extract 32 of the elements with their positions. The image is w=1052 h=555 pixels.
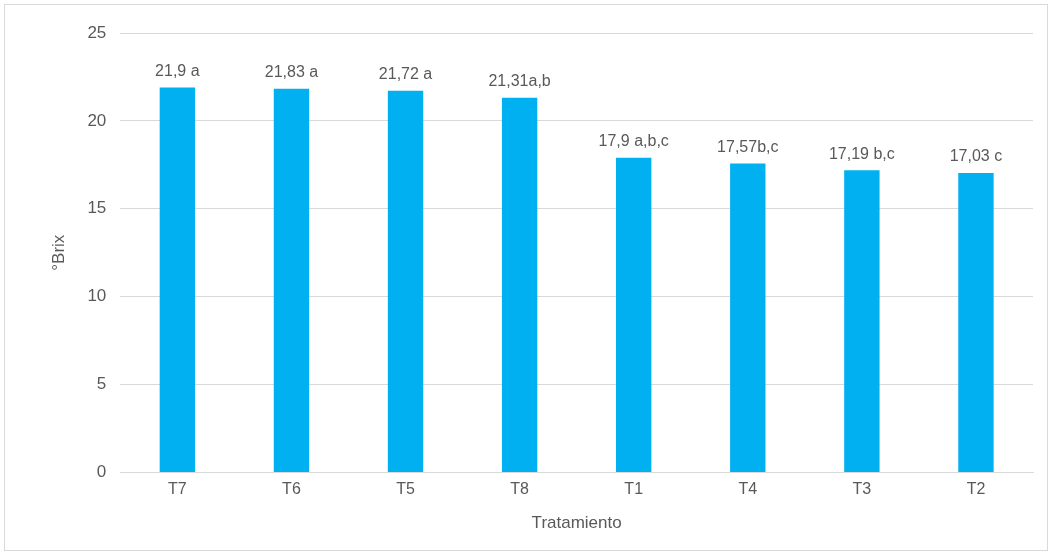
y-tick-label: 25 <box>87 22 107 42</box>
data-label: 21,83 a <box>264 63 319 81</box>
bar <box>844 170 880 472</box>
x-tick-label: T7 <box>168 480 187 498</box>
x-axis-title: Tratamiento <box>531 513 622 533</box>
data-label: 17,9 a,b,c <box>598 132 669 150</box>
y-tick-label: 5 <box>96 374 107 394</box>
x-tick-label: T8 <box>510 480 530 498</box>
bar <box>958 173 994 472</box>
x-tick-label: T5 <box>396 480 415 498</box>
y-tick-label: 10 <box>87 286 107 306</box>
data-label: 21,72 a <box>378 65 433 83</box>
bar <box>159 87 196 472</box>
data-label: 21,31a,b <box>488 72 551 90</box>
x-tick-label: T4 <box>738 480 758 498</box>
data-label: 17,03 c <box>949 147 1003 165</box>
y-tick-label: 20 <box>87 110 107 130</box>
data-label: 17,19 b,c <box>828 144 895 162</box>
x-tick-label: T1 <box>624 480 644 498</box>
y-axis-title: °Brix <box>48 234 68 271</box>
bar <box>387 90 424 472</box>
y-tick-label: 0 <box>96 462 107 482</box>
x-tick-label: T2 <box>966 480 986 498</box>
data-label: 21,9 a <box>155 61 200 79</box>
bar <box>273 88 310 472</box>
bar <box>501 97 538 472</box>
bar <box>616 157 652 472</box>
bar <box>730 163 766 472</box>
x-tick-label: T6 <box>282 480 301 498</box>
x-tick-label: T3 <box>852 480 872 498</box>
y-tick-label: 15 <box>87 198 107 218</box>
data-label: 17,57b,c <box>717 138 779 155</box>
